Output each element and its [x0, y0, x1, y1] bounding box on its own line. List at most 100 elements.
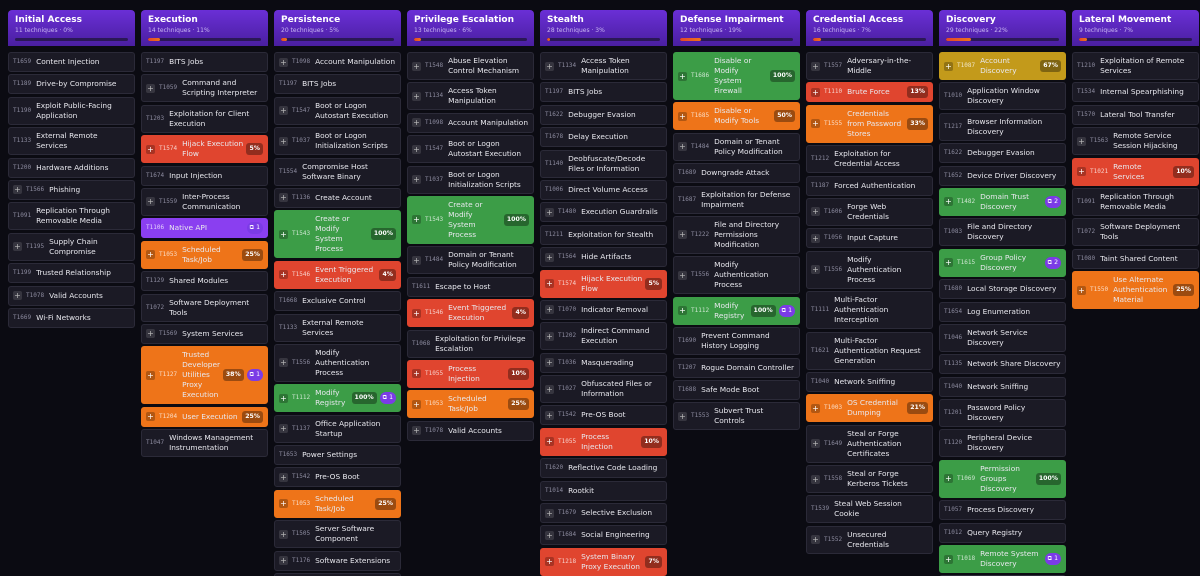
technique-cell[interactable]: + T1037 Boot or Logon Initialization Scrip…	[274, 127, 401, 156]
technique-cell[interactable]: + T1566 Phishing	[8, 179, 135, 200]
expand-toggle[interactable]: +	[545, 61, 554, 71]
technique-cell[interactable]: T1203 Exploitation for Client Execution	[141, 104, 268, 133]
technique-cell[interactable]: + T1546 Event Triggered Execution 4%	[274, 260, 401, 289]
expand-toggle[interactable]: +	[944, 258, 953, 268]
expand-toggle[interactable]: +	[279, 499, 288, 509]
technique-cell[interactable]: T1554 Compromise Host Software Binary	[274, 157, 401, 186]
technique-cell[interactable]: + T1542 Pre-OS Boot	[540, 405, 667, 426]
expand-toggle[interactable]: +	[678, 142, 687, 152]
technique-cell[interactable]: + T1559 Inter-Process Communication	[141, 187, 268, 216]
technique-cell[interactable]: + T1059 Command and Scripting Interpreter	[141, 74, 268, 103]
technique-cell[interactable]: + T1686 Disable or Modify System Firewall 1…	[673, 52, 800, 100]
technique-cell[interactable]: + T1078 Valid Accounts	[8, 285, 135, 306]
expand-toggle[interactable]: +	[678, 270, 687, 280]
expand-toggle[interactable]: +	[944, 474, 953, 484]
technique-cell[interactable]: T1197 BITS Jobs	[540, 82, 667, 103]
expand-toggle[interactable]: +	[545, 305, 554, 315]
technique-cell[interactable]: T1006 Direct Volume Access	[540, 179, 667, 200]
expand-toggle[interactable]: +	[412, 118, 421, 128]
expand-toggle[interactable]: +	[811, 207, 820, 217]
technique-cell[interactable]: + T1069 Permission Groups Discovery 100%	[939, 459, 1066, 498]
expand-toggle[interactable]: +	[944, 554, 953, 564]
expand-toggle[interactable]: +	[1077, 285, 1086, 295]
expand-toggle[interactable]: +	[412, 91, 421, 101]
technique-cell[interactable]: + T1547 Boot or Logon Autostart Execution	[274, 96, 401, 125]
technique-cell[interactable]: T1083 File and Directory Discovery	[939, 218, 1066, 247]
tactic-header[interactable]: Initial Access 11 techniques · 0%	[8, 10, 135, 46]
expand-toggle[interactable]: +	[13, 242, 22, 252]
technique-cell[interactable]: + T1037 Boot or Logon Initialization Scrip…	[407, 165, 534, 194]
technique-cell[interactable]: + T1134 Access Token Manipulation	[540, 52, 667, 80]
expand-toggle[interactable]: +	[545, 279, 554, 289]
technique-cell[interactable]: + T1552 Unsecured Credentials	[806, 525, 933, 554]
technique-cell[interactable]: T1217 Browser Information Discovery	[939, 112, 1066, 141]
technique-cell[interactable]: T1072 Software Deployment Tools	[1072, 218, 1199, 247]
technique-cell[interactable]: + T1556 Modify Authentication Process	[673, 256, 800, 295]
technique-cell[interactable]: T1652 Device Driver Discovery	[939, 165, 1066, 186]
technique-cell[interactable]: + T1482 Domain Trust Discovery ⧉ 2	[939, 187, 1066, 216]
technique-cell[interactable]: + T1569 System Services	[141, 323, 268, 344]
expand-toggle[interactable]: +	[811, 265, 820, 275]
expand-toggle[interactable]: +	[678, 230, 687, 240]
technique-cell[interactable]: T1534 Internal Spearphishing	[1072, 82, 1199, 103]
technique-cell[interactable]: T1212 Exploitation for Credential Access	[806, 145, 933, 174]
tactic-header[interactable]: Privilege Escalation 13 techniques · 6%	[407, 10, 534, 46]
expand-toggle[interactable]: +	[146, 412, 155, 422]
technique-cell[interactable]: + T1036 Masquerading	[540, 352, 667, 373]
technique-cell[interactable]: T1668 Exclusive Control	[274, 291, 401, 312]
technique-cell[interactable]: + T1555 Credentials from Password Stores 33…	[806, 104, 933, 143]
expand-toggle[interactable]: +	[545, 410, 554, 420]
technique-cell[interactable]: + T1056 Input Capture	[806, 228, 933, 249]
technique-cell[interactable]: + T1021 Remote Services 10%	[1072, 157, 1199, 186]
technique-cell[interactable]: T1653 Power Settings	[274, 445, 401, 466]
expand-toggle[interactable]: +	[412, 215, 421, 225]
technique-cell[interactable]: + T1548 Abuse Elevation Control Mechanism	[407, 52, 534, 80]
expand-toggle[interactable]: +	[811, 61, 820, 71]
technique-cell[interactable]: + T1204 User Execution 25%	[141, 406, 268, 427]
technique-cell[interactable]: T1111 Multi-Factor Authentication Interce…	[806, 291, 933, 330]
technique-cell[interactable]: T1680 Local Storage Discovery	[939, 279, 1066, 300]
technique-cell[interactable]: T1068 Exploitation for Privilege Escalati…	[407, 329, 534, 358]
technique-cell[interactable]: + T1542 Pre-OS Boot	[274, 467, 401, 488]
expand-toggle[interactable]: +	[545, 331, 554, 341]
expand-toggle[interactable]: +	[545, 207, 554, 217]
technique-cell[interactable]: T1620 Reflective Code Loading	[540, 458, 667, 479]
expand-toggle[interactable]: +	[279, 57, 288, 67]
technique-cell[interactable]: + T1685 Disable or Modify Tools 50%	[673, 102, 800, 131]
technique-cell[interactable]: T1040 Network Sniffing	[939, 376, 1066, 397]
technique-cell[interactable]: + T1110 Brute Force 13%	[806, 82, 933, 103]
expand-toggle[interactable]: +	[279, 193, 288, 203]
technique-cell[interactable]: T1200 Hardware Additions	[8, 157, 135, 178]
technique-cell[interactable]: + T1547 Boot or Logon Autostart Execution	[407, 135, 534, 164]
expand-toggle[interactable]: +	[1077, 136, 1086, 146]
technique-cell[interactable]: + T1684 Social Engineering	[540, 525, 667, 546]
technique-cell[interactable]: + T1558 Steal or Forge Kerberos Tickets	[806, 465, 933, 494]
technique-cell[interactable]: T1047 Windows Management Instrumentation	[141, 429, 268, 458]
technique-cell[interactable]: + T1574 Hijack Execution Flow 5%	[141, 135, 268, 164]
technique-cell[interactable]: T1091 Replication Through Removable Media	[1072, 187, 1199, 216]
expand-toggle[interactable]: +	[811, 119, 820, 129]
technique-cell[interactable]: + T1480 Execution Guardrails	[540, 202, 667, 223]
technique-cell[interactable]: T1129 Shared Modules	[141, 271, 268, 292]
technique-cell[interactable]: + T1484 Domain or Tenant Policy Modificati…	[407, 246, 534, 275]
expand-toggle[interactable]: +	[545, 384, 554, 394]
technique-cell[interactable]: T1621 Multi-Factor Authentication Request…	[806, 331, 933, 370]
expand-toggle[interactable]: +	[146, 144, 155, 154]
technique-cell[interactable]: T1072 Software Deployment Tools	[141, 293, 268, 322]
technique-cell[interactable]: T1199 Trusted Relationship	[8, 263, 135, 284]
technique-cell[interactable]: T1678 Delay Execution	[540, 127, 667, 148]
technique-cell[interactable]: T1046 Network Service Discovery	[939, 323, 1066, 352]
expand-toggle[interactable]: +	[412, 399, 421, 409]
tactic-header[interactable]: Lateral Movement 9 techniques · 7%	[1072, 10, 1199, 46]
technique-cell[interactable]: + T1176 Software Extensions	[274, 550, 401, 571]
technique-cell[interactable]: + T1484 Domain or Tenant Policy Modificati…	[673, 132, 800, 161]
technique-cell[interactable]: + T1505 Server Software Component	[274, 520, 401, 549]
expand-toggle[interactable]: +	[279, 136, 288, 146]
tactic-header[interactable]: Stealth 28 techniques · 3%	[540, 10, 667, 46]
tactic-header[interactable]: Defense Impairment 12 techniques · 19%	[673, 10, 800, 46]
technique-cell[interactable]: + T1546 Event Triggered Execution 4%	[407, 299, 534, 328]
expand-toggle[interactable]: +	[279, 270, 288, 280]
expand-toggle[interactable]: +	[811, 87, 820, 97]
technique-cell[interactable]: + T1606 Forge Web Credentials	[806, 197, 933, 226]
expand-toggle[interactable]: +	[412, 255, 421, 265]
